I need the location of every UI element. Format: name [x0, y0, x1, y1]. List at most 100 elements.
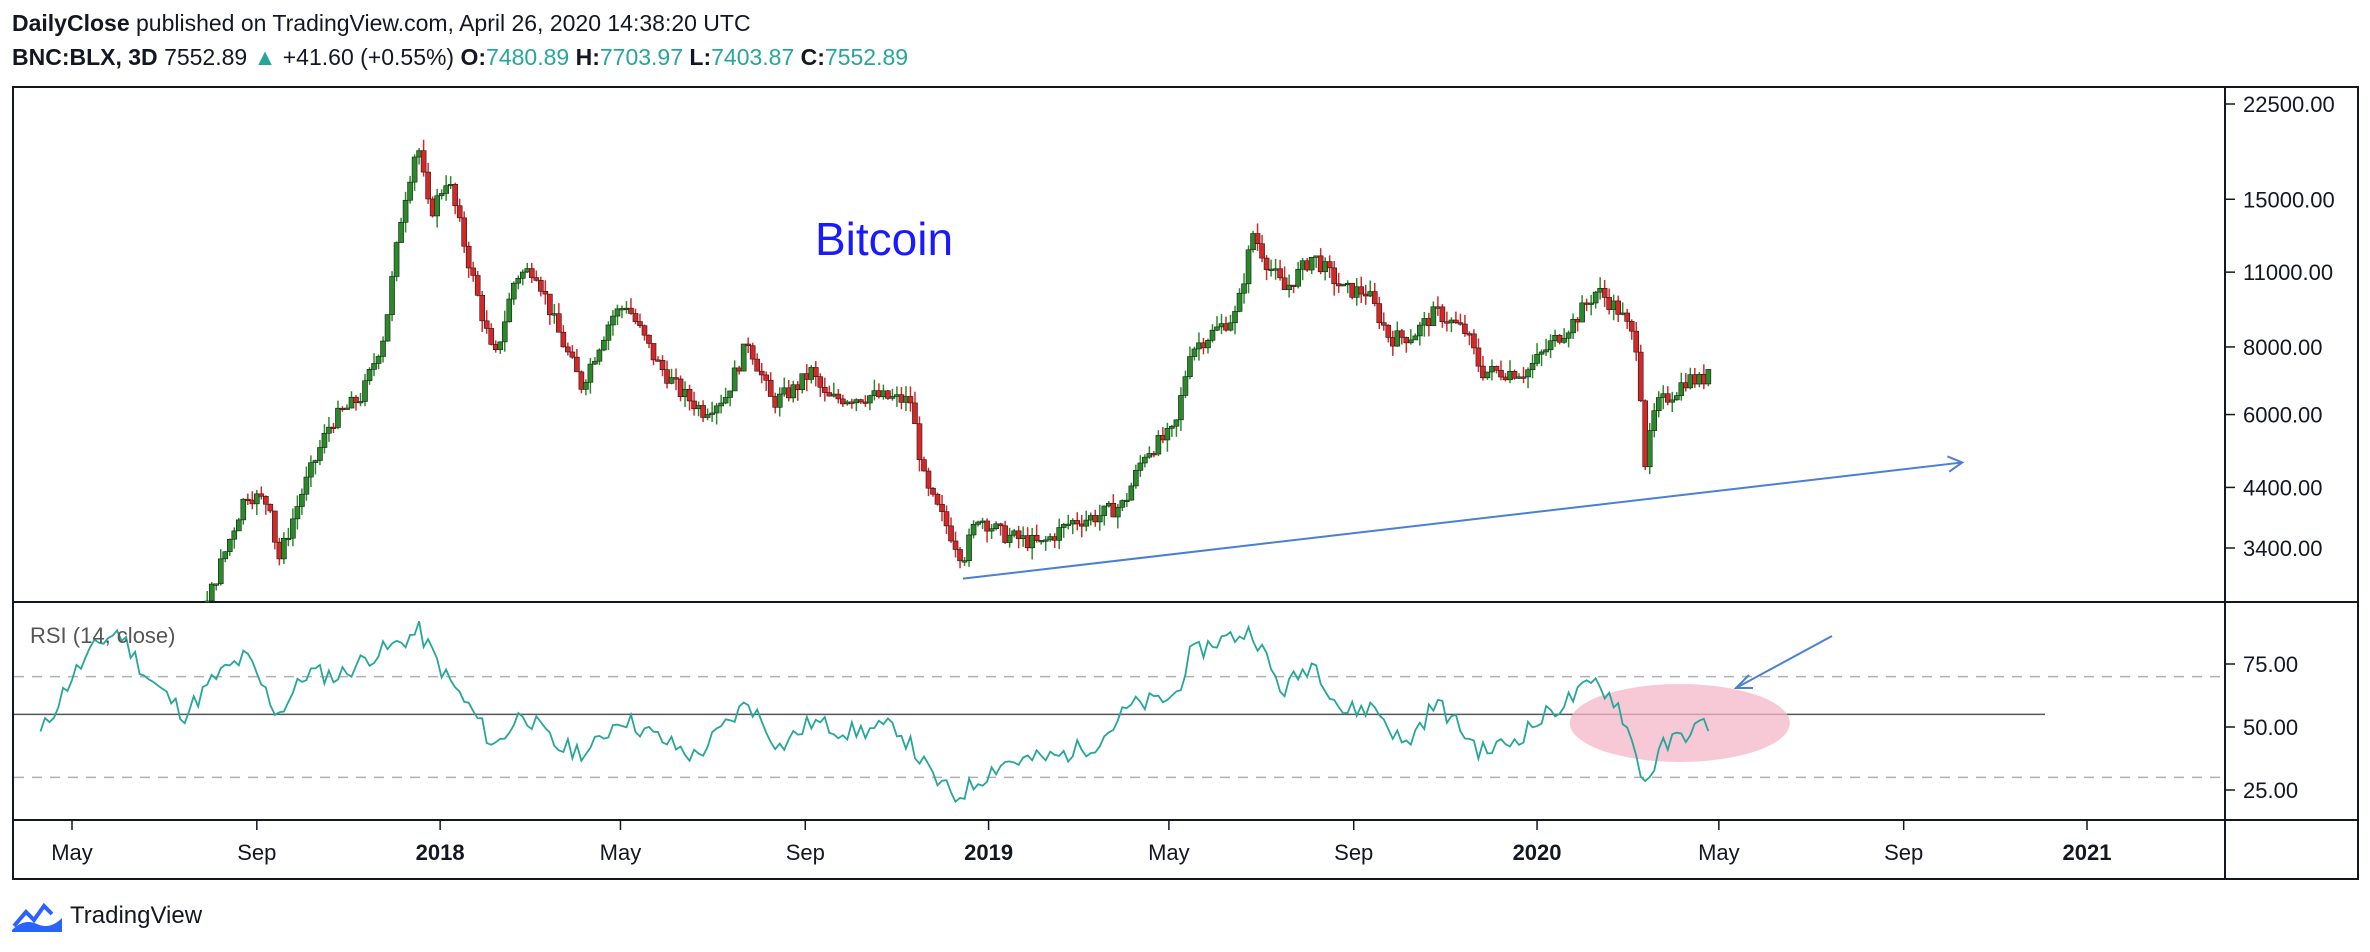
candle-body [1164, 428, 1171, 441]
candle-body [610, 315, 616, 326]
candle-body [822, 387, 828, 393]
candle-body [222, 551, 229, 560]
candle-body [867, 395, 873, 404]
candle-body [506, 298, 513, 323]
candle-body [601, 339, 607, 351]
candle-body [1083, 519, 1090, 527]
candle-body [700, 405, 706, 418]
candle-body [1137, 462, 1144, 471]
trendline [962, 461, 1963, 580]
candle-body [912, 402, 918, 425]
publisher-name[interactable]: DailyClose [12, 10, 130, 36]
candle-body [1678, 382, 1685, 396]
candle-body [380, 340, 386, 357]
candle-body [659, 360, 666, 370]
last-price: 7552.89 [164, 44, 248, 70]
candle-body [1281, 277, 1288, 291]
published-text: published on TradingView.com, April 26, … [136, 10, 751, 36]
rsi-tick-label: 75.00 [2243, 652, 2298, 677]
candle-body [384, 314, 391, 342]
candle-body [889, 396, 896, 399]
time-tick-label: Sep [1884, 840, 1923, 865]
candle-body [718, 402, 724, 407]
candle-body [1169, 425, 1175, 429]
tradingview-logo-icon[interactable] [12, 900, 62, 932]
candle-body [1493, 366, 1500, 371]
candle-body [668, 377, 675, 384]
candle-body [1254, 233, 1261, 245]
candle-body [231, 530, 238, 540]
candle-body [975, 521, 981, 525]
candle-body [1128, 485, 1135, 501]
candle-body [1543, 349, 1549, 353]
price-change: +41.60 (+0.55%) [282, 44, 455, 70]
candle-body [357, 401, 364, 404]
candle-body [1124, 499, 1130, 502]
candle-body [1191, 348, 1198, 357]
candle-body [948, 525, 954, 542]
candle-body [1119, 500, 1126, 508]
candle-body [637, 321, 643, 326]
candle-body [1570, 318, 1576, 334]
candle-body [1430, 306, 1437, 326]
candle-body [226, 538, 233, 553]
candle-body [758, 370, 765, 376]
candlestick-series [204, 139, 1712, 603]
candle-body [790, 384, 797, 399]
candle-body [353, 396, 359, 403]
candle-body [727, 390, 733, 398]
candle-body [263, 495, 269, 505]
candle-body [1209, 329, 1216, 341]
price-tick-label: 4400.00 [2243, 475, 2323, 500]
close-value: 7552.89 [824, 44, 909, 70]
candle-body [1457, 322, 1464, 325]
candle-body [997, 523, 1004, 527]
candle-body [1471, 333, 1477, 349]
rsi-axis[interactable]: 75.00 50.00 25.00 [2225, 652, 2298, 803]
candle-body [1060, 524, 1067, 528]
candle-body [474, 275, 481, 296]
rsi-bands [14, 675, 2224, 779]
candle-body [1155, 435, 1162, 455]
candle-body [438, 193, 445, 197]
candle-body [1651, 410, 1658, 431]
candle-body [235, 519, 242, 532]
open-label: O: [460, 44, 487, 70]
candle-body [1029, 534, 1035, 549]
candle-body [984, 520, 990, 532]
candle-body [632, 313, 639, 322]
candle-body [907, 396, 914, 404]
candle-body [966, 534, 972, 561]
candle-body [461, 217, 467, 247]
candle-body [574, 356, 580, 373]
symbol-label: BNC:BLX, 3D [12, 44, 158, 70]
candle-body [1182, 376, 1189, 396]
candle-body [592, 360, 598, 365]
price-axis[interactable]: 22500.00 15000.00 11000.00 8000.00 6000.00 44… [2225, 92, 2335, 561]
candle-body [812, 367, 819, 377]
candle-body [704, 414, 711, 418]
candle-body [1096, 515, 1103, 523]
candle-body [479, 295, 486, 322]
time-axis[interactable]: May Sep 2018 May Sep 2019 May Sep 2020 May Sep 2021 [51, 820, 2111, 865]
candle-body [650, 343, 657, 361]
candle-body [303, 476, 310, 495]
candle-body [731, 367, 738, 392]
candle-body [1115, 506, 1121, 518]
candle-body [204, 600, 211, 603]
up-triangle-icon: ▲ [253, 44, 277, 70]
candle-body [312, 460, 319, 463]
candle-body [691, 400, 697, 410]
candle-body [957, 549, 963, 562]
candle-body [547, 293, 553, 316]
footer-brand[interactable]: TradingView [70, 902, 203, 929]
candle-body [587, 363, 594, 383]
candle-body [542, 291, 549, 295]
rsi-arrowhead [1733, 674, 1753, 689]
price-tick-label: 22500.00 [2243, 92, 2335, 117]
candle-body [1484, 371, 1491, 379]
candle-body [398, 221, 404, 243]
candle-body [1417, 324, 1423, 337]
candle-body [1065, 523, 1072, 526]
